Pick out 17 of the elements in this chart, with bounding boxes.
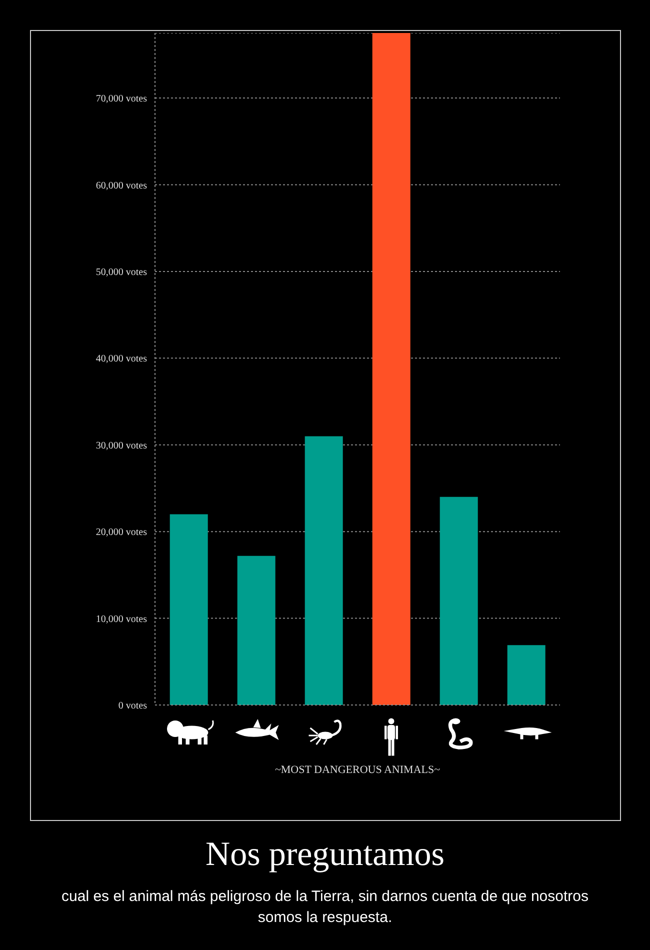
y-tick-label: 30,000 votes xyxy=(96,440,148,452)
bar xyxy=(372,33,410,705)
y-tick-label: 20,000 votes xyxy=(96,527,148,538)
bar xyxy=(304,436,343,705)
y-tick-label: 70,000 votes xyxy=(96,94,148,105)
y-tick-label: 0 votes xyxy=(118,700,148,712)
text: Nos preguntamos xyxy=(204,836,446,874)
y-tick-label: 10,000 votes xyxy=(96,614,148,625)
y-tick-label: 50,000 votes xyxy=(96,267,148,278)
bar xyxy=(440,496,478,705)
x-axis-title: ~MOST DANGEROUS ANIMALS~ xyxy=(274,764,440,776)
text: cual es el animal más peligroso de la Tierra, sin darnos cuenta de que nosotros somos la respuesta. xyxy=(60,887,590,928)
bar xyxy=(170,514,208,705)
bar xyxy=(507,645,546,705)
y-tick-label: 60,000 votes xyxy=(96,180,148,192)
bar xyxy=(237,556,276,705)
y-tick-label: 40,000 votes xyxy=(96,354,148,365)
